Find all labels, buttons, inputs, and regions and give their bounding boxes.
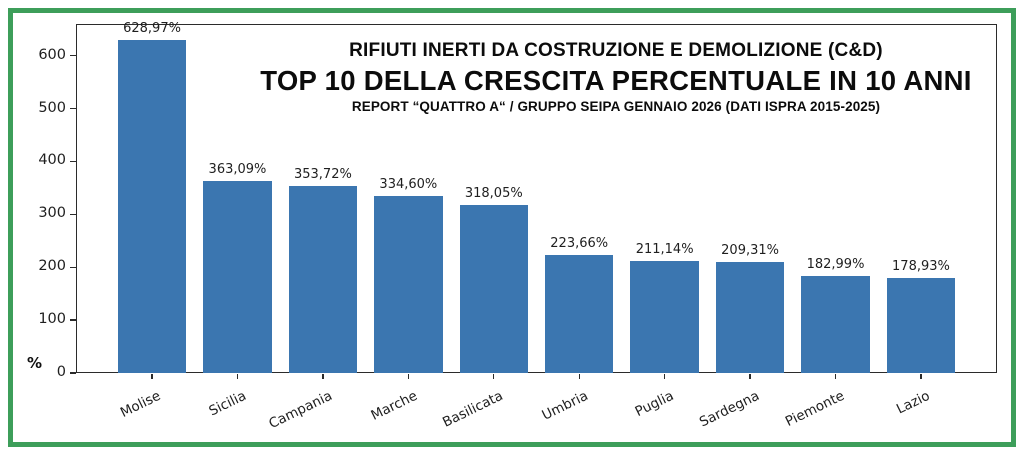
bar-basilicata <box>459 204 528 373</box>
chart-title: RIFIUTI INERTI DA COSTRUZIONE E DEMOLIZI… <box>349 40 883 61</box>
chart-title-block: RIFIUTI INERTI DA COSTRUZIONE E DEMOLIZI… <box>236 40 996 114</box>
y-axis-tick-mark <box>70 266 76 268</box>
bar-sicilia <box>203 181 272 373</box>
x-axis-tick-mark <box>920 374 922 379</box>
bar-puglia <box>630 261 699 373</box>
x-axis-tick-mark <box>834 374 837 379</box>
y-axis-tick-label: 100 <box>38 311 66 328</box>
y-axis-tick-mark <box>70 55 76 57</box>
y-axis-tick-label: 300 <box>38 205 66 222</box>
y-axis-tick-mark <box>70 319 76 321</box>
bar-value-label: 318,05% <box>464 185 523 201</box>
y-axis-tick-mark <box>70 107 76 110</box>
chart-source-line: REPORT “QUATTRO A“ / GRUPPO SEIPA GENNAI… <box>351 99 881 114</box>
plot-area <box>76 24 997 373</box>
x-axis-tick-mark <box>407 374 409 379</box>
y-axis-tick-label: 500 <box>38 99 66 116</box>
y-axis-tick-mark <box>70 160 76 163</box>
y-axis-unit-label: % <box>27 354 43 372</box>
x-axis-tick-mark <box>749 374 751 379</box>
green-frame-border <box>8 8 1016 447</box>
y-axis-tick-label: 0 <box>56 364 66 380</box>
bar-value-label: 353,72% <box>293 166 352 182</box>
bar-value-label: 628,97% <box>123 21 181 37</box>
x-axis-tick-mark <box>578 374 580 379</box>
bar-value-label: 211,14% <box>635 242 694 258</box>
chart-subtitle: TOP 10 DELLA CRESCITA PERCENTUALE IN 10 … <box>260 65 972 96</box>
bar-campania <box>288 185 358 373</box>
bar-value-label: 334,60% <box>379 177 438 193</box>
bar-umbria <box>545 254 614 373</box>
y-axis-tick-label: 400 <box>38 152 66 169</box>
x-axis-tick-mark <box>664 374 666 379</box>
x-axis-tick-mark <box>236 374 239 379</box>
x-axis-tick-mark <box>151 374 153 379</box>
bar-lazio <box>886 278 956 373</box>
bar-value-label: 182,99% <box>806 257 865 273</box>
bar-value-label: 209,31% <box>721 243 779 259</box>
y-axis-tick-label: 600 <box>38 46 66 63</box>
x-axis-tick-mark <box>493 374 495 379</box>
bar-value-label: 223,66% <box>550 235 609 251</box>
bar-value-label: 178,93% <box>892 259 950 275</box>
bar-marche <box>374 196 443 373</box>
y-axis-tick-label: 200 <box>38 258 66 275</box>
y-axis-tick-mark <box>70 213 76 215</box>
bar-value-label: 363,09% <box>208 162 267 177</box>
bar-piemonte <box>801 276 870 373</box>
x-axis-tick-mark <box>322 374 324 379</box>
bar-molise <box>117 40 187 373</box>
bar-sardegna <box>715 262 785 373</box>
y-axis-tick-mark <box>70 372 76 374</box>
